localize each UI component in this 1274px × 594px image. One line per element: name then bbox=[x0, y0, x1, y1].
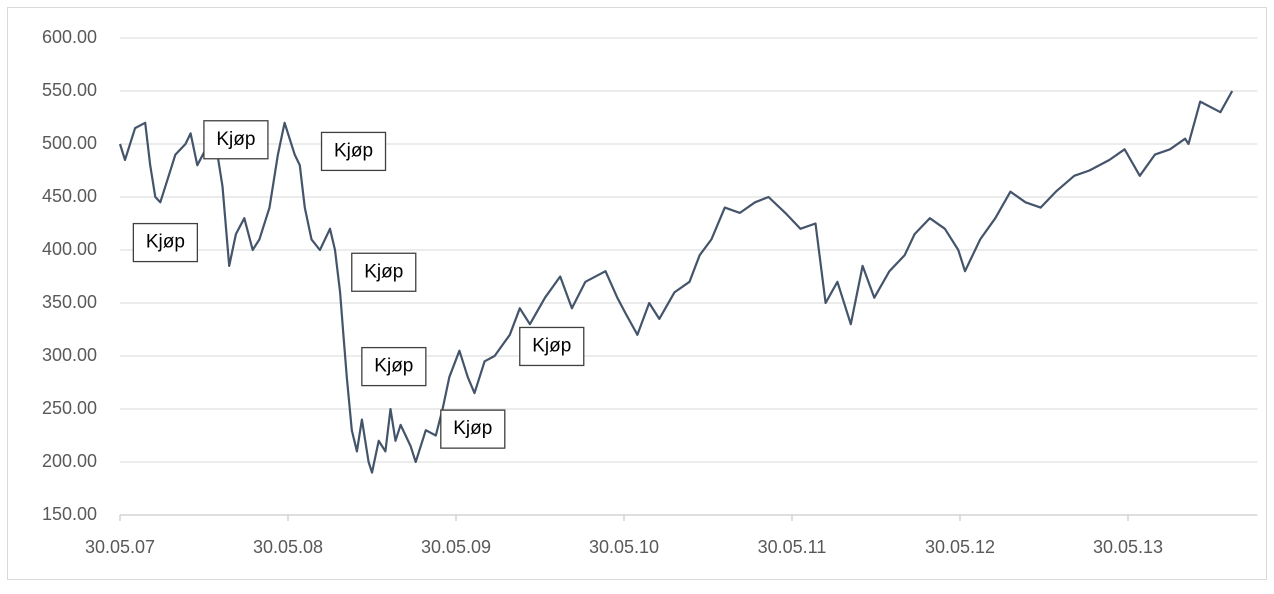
y-tick-label: 300.00 bbox=[42, 345, 97, 365]
annotation-text: Kjøp bbox=[334, 140, 373, 161]
annotation-box bbox=[519, 326, 585, 367]
y-tick-label: 550.00 bbox=[42, 80, 97, 100]
x-tick-label: 30.05.12 bbox=[925, 537, 995, 557]
annotation-box bbox=[203, 120, 269, 160]
annotation-box bbox=[351, 252, 417, 292]
annotation-text: Kjøp bbox=[364, 261, 403, 282]
annotation-box bbox=[440, 409, 506, 449]
x-tick-label: 30.05.08 bbox=[253, 537, 323, 557]
y-tick-label: 150.00 bbox=[42, 504, 97, 524]
y-tick-label: 350.00 bbox=[42, 292, 97, 312]
price-line bbox=[118, 90, 1234, 474]
x-tick-label: 30.05.11 bbox=[758, 537, 827, 557]
y-tick-label: 250.00 bbox=[42, 398, 97, 418]
y-tick-label: 500.00 bbox=[42, 133, 97, 153]
x-tick-label: 30.05.09 bbox=[421, 537, 491, 557]
annotation-text: Kjøp bbox=[216, 129, 255, 150]
y-tick-label: 450.00 bbox=[42, 186, 97, 206]
annotation-text: Kjøp bbox=[453, 418, 492, 439]
y-tick-label: 200.00 bbox=[42, 451, 97, 471]
x-tick-label: 30.05.10 bbox=[589, 537, 659, 557]
y-tick-label: 400.00 bbox=[42, 239, 97, 259]
x-tick-label: 30.05.13 bbox=[1093, 537, 1163, 557]
annotation-text: Kjøp bbox=[374, 356, 413, 377]
annotation-box bbox=[320, 131, 387, 172]
annotation-text: Kjøp bbox=[532, 335, 571, 356]
x-tick-label: 30.05.07 bbox=[85, 537, 155, 557]
chart-frame bbox=[7, 7, 1267, 580]
y-tick-label: 600.00 bbox=[42, 27, 97, 47]
annotation-text: Kjøp bbox=[146, 232, 185, 253]
annotation-box bbox=[361, 346, 427, 387]
annotation-box bbox=[132, 222, 199, 263]
